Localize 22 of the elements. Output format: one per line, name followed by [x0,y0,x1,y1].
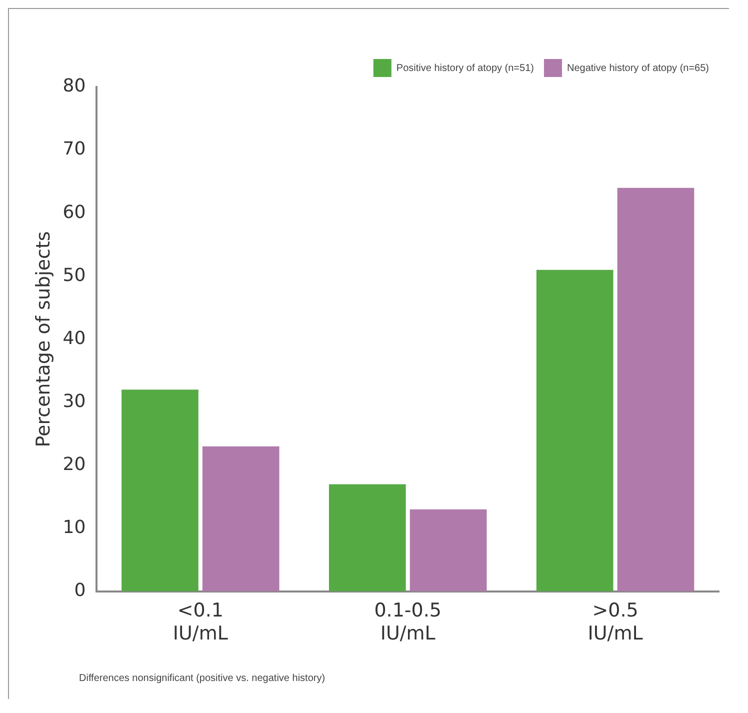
y-tick-label: 0 [74,580,86,602]
y-axis-title: Percentage of subjects [32,231,54,448]
x-tick-label: >0.5 IU/mL [588,600,644,645]
legend-label: Negative history of atopy (n=65) [566,62,710,74]
text: Differences nonsignificant (positive vs. negative history) [79,673,326,684]
y-tick-label: 70 [62,138,86,160]
legend-label: Positive history of atopy (n=51) [396,62,534,74]
bar [536,270,614,592]
y-tick-label: 50 [62,264,86,286]
y-tick-label: 20 [62,454,86,475]
x-tick-label: 0.1-0.5 IU/mL [374,600,442,645]
y-tick-label: 80 [62,76,86,97]
bar [410,509,487,592]
bar [328,484,406,592]
bar [202,446,280,592]
y-tick-label: 10 [62,517,86,538]
y-tick-label: 60 [62,202,86,223]
y-tick-label: 30 [62,390,86,412]
y-tick-label: 40 [62,328,86,349]
x-tick-label: <0.1 IU/mL [172,600,228,645]
bar [122,390,198,592]
bar [617,188,694,592]
